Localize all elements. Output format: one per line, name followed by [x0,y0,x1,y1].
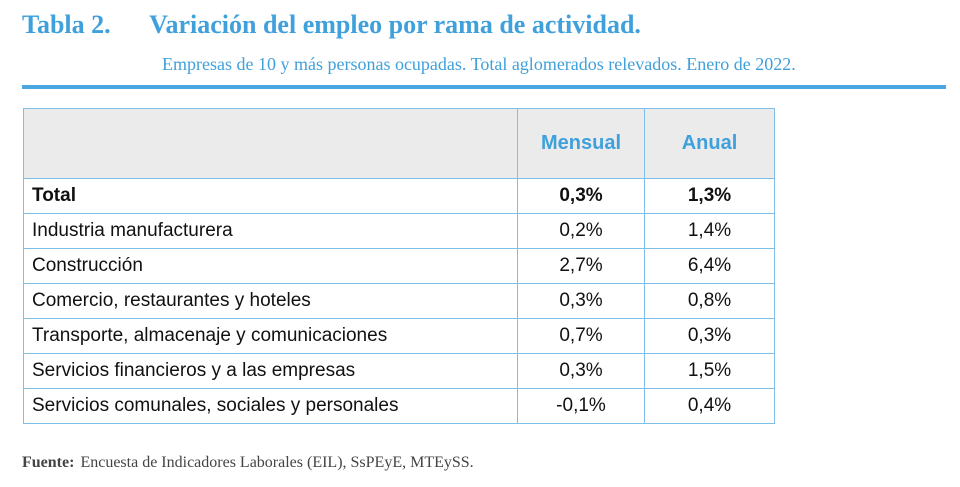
table-row: Servicios financieros y a las empresas 0… [23,353,775,389]
row-label: Industria manufacturera [23,213,518,249]
row-mensual: 0,3% [517,353,645,389]
row-label: Comercio, restaurantes y hoteles [23,283,518,319]
row-mensual: 0,3% [517,283,645,319]
source-text: Encuesta de Indicadores Laborales (EIL),… [80,454,474,471]
row-anual: 0,4% [644,388,775,424]
row-anual: 1,5% [644,353,775,389]
table-row: Transporte, almacenaje y comunicaciones … [23,318,775,354]
row-label: Transporte, almacenaje y comunicaciones [23,318,518,354]
table-row: Construcción 2,7% 6,4% [23,248,775,284]
table-title: Tabla 2. Variación del empleo por rama d… [22,10,641,40]
table-header-row: Mensual Anual [23,108,775,179]
row-mensual: 0,3% [517,178,645,214]
row-label: Servicios financieros y a las empresas [23,353,518,389]
row-anual: 0,8% [644,283,775,319]
title-divider [22,85,946,89]
row-anual: 1,4% [644,213,775,249]
row-mensual: 0,7% [517,318,645,354]
header-anual: Anual [644,108,775,179]
row-mensual: 2,7% [517,248,645,284]
table-row-total: Total 0,3% 1,3% [23,178,775,214]
header-empty [23,108,518,179]
row-anual: 1,3% [644,178,775,214]
employment-table: Mensual Anual Total 0,3% 1,3% Industria … [23,108,775,424]
row-anual: 0,3% [644,318,775,354]
table-row: Servicios comunales, sociales y personal… [23,388,775,424]
table-subtitle: Empresas de 10 y más personas ocupadas. … [162,54,796,74]
row-mensual: -0,1% [517,388,645,424]
row-label: Construcción [23,248,518,284]
table-row: Comercio, restaurantes y hoteles 0,3% 0,… [23,283,775,319]
table-title-text: Variación del empleo por rama de activid… [149,10,641,39]
header-mensual: Mensual [517,108,645,179]
table-row: Industria manufacturera 0,2% 1,4% [23,213,775,249]
row-label: Total [23,178,518,214]
source-note: Fuente: Encuesta de Indicadores Laborales… [22,454,474,472]
row-mensual: 0,2% [517,213,645,249]
table-number: Tabla 2. [22,10,111,39]
source-label: Fuente: [22,454,75,471]
row-label: Servicios comunales, sociales y personal… [23,388,518,424]
row-anual: 6,4% [644,248,775,284]
